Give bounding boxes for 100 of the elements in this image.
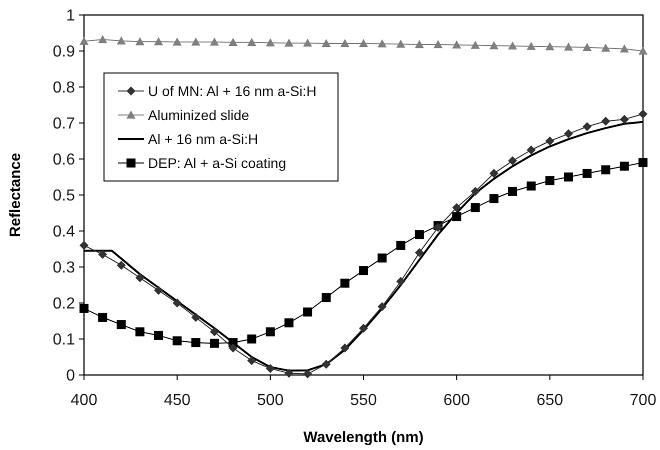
point xyxy=(601,165,610,174)
point xyxy=(191,338,200,348)
point xyxy=(135,273,144,282)
point xyxy=(545,176,554,186)
y-tick-label: 0 xyxy=(66,368,76,385)
point xyxy=(526,42,536,50)
point xyxy=(172,336,182,346)
point xyxy=(396,276,406,286)
point xyxy=(601,44,610,52)
point xyxy=(489,194,498,204)
point xyxy=(154,330,164,340)
point xyxy=(638,158,648,168)
point xyxy=(526,146,536,154)
point xyxy=(135,327,144,336)
point xyxy=(172,38,182,46)
point xyxy=(378,39,387,48)
point xyxy=(116,260,126,270)
point xyxy=(396,240,406,250)
y-tick-label: 0.6 xyxy=(52,152,76,169)
y-tick-label: 1 xyxy=(66,8,76,25)
x-tick-label: 550 xyxy=(350,392,377,409)
point xyxy=(564,42,573,51)
point xyxy=(98,312,108,322)
point xyxy=(378,302,387,312)
point xyxy=(266,327,275,336)
point xyxy=(620,114,629,124)
point xyxy=(545,42,554,50)
point xyxy=(470,203,480,212)
point xyxy=(116,320,126,330)
point xyxy=(359,266,368,276)
point xyxy=(80,240,88,250)
x-tick-label: 450 xyxy=(164,392,191,409)
point xyxy=(284,368,294,378)
point xyxy=(116,36,126,45)
y-tick-label: 0.8 xyxy=(52,80,76,97)
x-tick-label: 600 xyxy=(443,392,470,409)
x-axis-title: Wavelength (nm) xyxy=(303,429,424,446)
point xyxy=(266,364,275,374)
point xyxy=(564,172,573,182)
point xyxy=(172,298,182,308)
point xyxy=(582,42,592,51)
point xyxy=(266,38,275,46)
point xyxy=(414,230,424,240)
point xyxy=(340,278,350,288)
point xyxy=(80,304,88,313)
point xyxy=(322,360,331,369)
point xyxy=(620,44,629,52)
x-tick-label: 700 xyxy=(630,392,656,409)
point xyxy=(340,38,350,48)
point xyxy=(98,250,108,259)
point xyxy=(638,46,648,55)
legend-label: DEP: Al + a-Si coating xyxy=(148,154,286,171)
point xyxy=(210,38,219,46)
point xyxy=(452,40,462,48)
point xyxy=(303,38,312,47)
point xyxy=(135,37,144,46)
point xyxy=(508,41,518,50)
point xyxy=(508,186,518,196)
point xyxy=(191,312,200,322)
point xyxy=(452,203,462,212)
x-tick-label: 500 xyxy=(256,392,284,409)
point xyxy=(414,248,424,258)
y-tick-label: 0.1 xyxy=(52,332,76,349)
legend-label: Aluminized slide xyxy=(148,106,250,123)
point xyxy=(582,122,592,132)
point xyxy=(601,116,610,126)
point xyxy=(284,318,294,328)
point xyxy=(434,40,443,48)
x-tick-label: 400 xyxy=(70,392,98,409)
point xyxy=(191,38,200,46)
y-tick-label: 0.5 xyxy=(52,188,76,205)
point xyxy=(489,41,498,50)
y-tick-label: 0.3 xyxy=(52,260,76,277)
legend-label: U of MN: Al + 16 nm a-Si:H xyxy=(148,82,316,99)
point xyxy=(210,338,219,348)
point xyxy=(470,40,480,49)
y-tick-label: 0.9 xyxy=(52,44,76,61)
point xyxy=(228,344,238,352)
point xyxy=(359,38,368,48)
legend-label: Al + 16 nm a-Si:H xyxy=(148,130,258,147)
point xyxy=(228,38,238,46)
point xyxy=(284,38,294,47)
point xyxy=(247,38,256,46)
point xyxy=(489,168,498,178)
point xyxy=(247,334,256,344)
point xyxy=(470,186,480,196)
point xyxy=(340,344,350,352)
y-axis-title: Reflectance xyxy=(7,152,24,238)
point xyxy=(154,37,164,46)
point xyxy=(508,156,518,166)
point xyxy=(303,369,312,378)
point xyxy=(396,40,406,48)
point xyxy=(359,324,368,333)
point xyxy=(414,40,424,48)
point xyxy=(322,38,331,48)
point xyxy=(154,286,164,295)
point xyxy=(80,36,88,45)
point xyxy=(247,356,256,366)
point xyxy=(526,182,536,190)
point xyxy=(98,34,108,44)
